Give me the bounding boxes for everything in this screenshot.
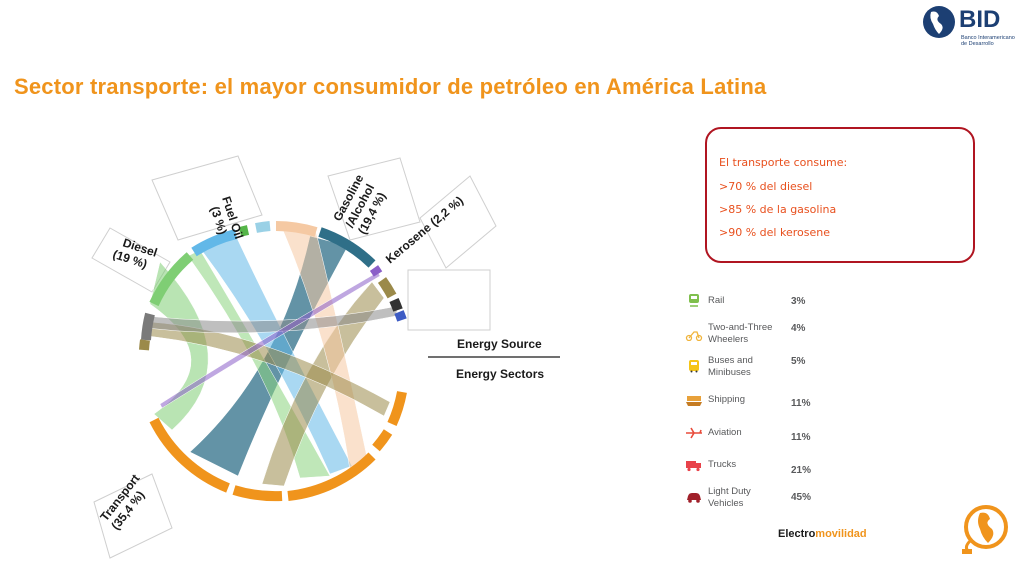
label-box-transport	[93, 473, 173, 559]
arc-light-blue	[255, 221, 271, 233]
mode-value-two-three-wheelers: 4%	[791, 323, 806, 334]
globe-logo-icon	[923, 6, 955, 38]
callout-box: El transporte consume: >70 % del diesel …	[705, 127, 975, 263]
arc-olive-left	[139, 339, 150, 351]
callout-heading: El transporte consume:	[719, 156, 848, 169]
movilidad-text: movilidad	[815, 528, 867, 540]
arc-blue-2	[394, 310, 407, 322]
callout-item-kerosene: >90 % del kerosene	[719, 226, 830, 239]
truck-icon	[686, 461, 701, 472]
bus-icon	[689, 360, 699, 373]
logo-text: BID	[959, 6, 1001, 33]
electric-globe-icon	[962, 505, 1008, 554]
energy-source-label: Energy Source	[457, 337, 542, 351]
arc-small-2	[387, 390, 407, 427]
mode-value-buses: 5%	[791, 356, 806, 367]
electromovilidad-label: Electromovilidad	[778, 528, 867, 540]
mode-label-trucks: Trucks	[708, 459, 737, 470]
arc-fuel-oil-green	[238, 225, 250, 237]
arc-diesel	[149, 252, 194, 307]
arc-gasoline	[318, 227, 376, 268]
label-box-right	[407, 269, 491, 331]
mode-label-buses: Buses and Minibuses	[708, 355, 753, 378]
arc-peach	[275, 221, 318, 237]
mode-label-two-three-wheelers: Two-and-Three Wheelers	[708, 322, 773, 345]
arc-small-1	[372, 429, 393, 452]
mode-label-shipping: Shipping	[708, 394, 745, 405]
mode-value-light-duty: 45%	[791, 492, 812, 503]
mode-value-shipping: 11%	[791, 398, 811, 409]
mode-value-aviation: 11%	[791, 432, 811, 443]
arc-dark-1	[389, 297, 403, 312]
arc-transport	[149, 417, 230, 493]
arc-transport-2	[232, 485, 283, 502]
logo-subtitle: Banco Interamericano de Desarrollo	[961, 35, 1015, 47]
chord-purple-line	[159, 271, 381, 409]
mode-label-rail: Rail	[708, 295, 725, 306]
label-box-kerosene	[419, 175, 497, 269]
bid-logo: BID Banco Interamericano de Desarrollo	[921, 4, 1021, 58]
mode-label-aviation: Aviation	[708, 427, 742, 438]
callout-item-gasoline: >85 % de la gasolina	[719, 203, 837, 216]
mode-value-rail: 3%	[791, 296, 806, 307]
chord-diagram: Fuel Oil (3 %) Gasoline /Alcohol (19,4 %…	[91, 155, 560, 559]
car-icon	[687, 493, 701, 503]
train-icon	[689, 294, 699, 307]
energy-sectors-label: Energy Sectors	[456, 367, 544, 381]
callout-item-diesel: >70 % del diesel	[719, 180, 813, 193]
label-box-fuel-oil	[151, 155, 263, 241]
label-box-gasoline	[327, 157, 421, 241]
arc-kerosene	[377, 277, 397, 299]
page-title: Sector transporte: el mayor consumidor d…	[14, 74, 767, 99]
arc-gray-left	[141, 312, 155, 341]
arc-transport-3	[287, 452, 376, 501]
label-box-diesel	[91, 227, 171, 293]
mode-value-trucks: 21%	[791, 465, 812, 476]
airplane-icon	[686, 427, 702, 439]
scooter-icon	[685, 331, 703, 341]
arc-fuel-oil	[191, 229, 238, 257]
arc-kerosene-purple	[369, 265, 383, 277]
chord-diesel-ship	[147, 321, 391, 417]
ship-icon	[686, 396, 702, 406]
mode-label-light-duty: Light Duty Vehicles	[708, 486, 751, 509]
electro-text: Electro	[778, 528, 816, 540]
